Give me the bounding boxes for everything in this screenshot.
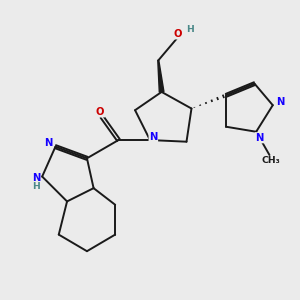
Text: H: H xyxy=(187,25,194,34)
Text: N: N xyxy=(32,173,41,183)
Text: N: N xyxy=(149,132,158,142)
Polygon shape xyxy=(158,60,164,92)
Text: N: N xyxy=(276,97,284,107)
Text: H: H xyxy=(32,182,40,191)
Text: O: O xyxy=(174,29,182,39)
Text: O: O xyxy=(96,107,104,117)
Text: N: N xyxy=(255,133,264,143)
Text: CH₃: CH₃ xyxy=(262,156,281,165)
Text: N: N xyxy=(44,138,52,148)
